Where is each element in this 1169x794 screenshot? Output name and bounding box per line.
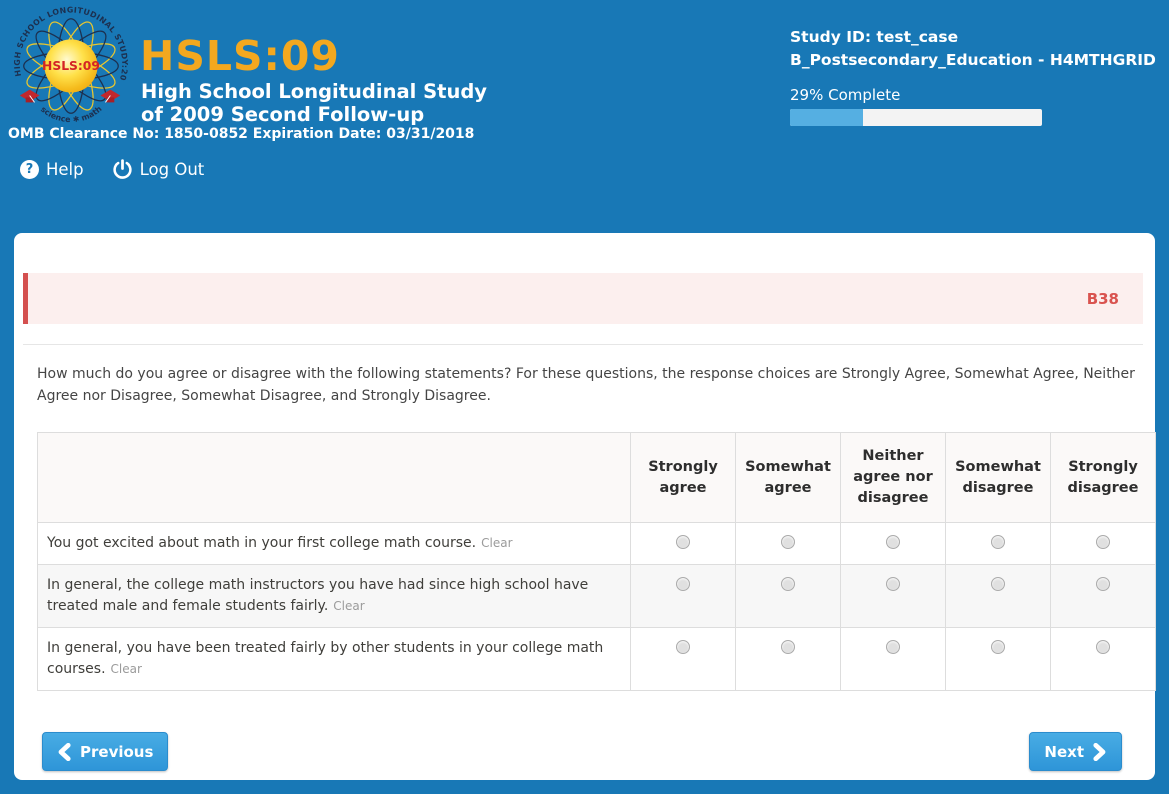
column-header-somewhat-disagree: Somewhat disagree	[945, 432, 1051, 523]
radio-r3-strongly-disagree[interactable]	[1096, 640, 1110, 654]
next-chevron-icon	[1093, 742, 1106, 761]
statement-text: In general, the college math instructors…	[47, 577, 589, 614]
nav-row: Previous Next	[42, 732, 1122, 771]
logout-button[interactable]: Log Out	[112, 159, 205, 180]
column-header-neither: Neither agree nor disagree	[840, 432, 946, 523]
help-label: Help	[46, 160, 84, 179]
help-button[interactable]: ? Help	[20, 160, 84, 179]
progress-label: 29% Complete	[790, 86, 901, 104]
logo-center-label: HSLS:09	[42, 59, 100, 73]
hsls-logo-icon: HIGH SCHOOL LONGITUDINAL STUDY:2009 HSLS…	[6, 4, 129, 124]
column-header-somewhat-agree: Somewhat agree	[735, 432, 841, 523]
statement-text: In general, you have been treated fairly…	[47, 640, 604, 677]
app-subtitle: High School Longitudinal Study of 2009 S…	[141, 80, 487, 126]
radio-r2-somewhat-agree[interactable]	[781, 577, 795, 591]
clear-link[interactable]: Clear	[110, 662, 142, 676]
next-button[interactable]: Next	[1029, 732, 1122, 771]
radio-r2-neither[interactable]	[886, 577, 900, 591]
previous-button[interactable]: Previous	[42, 732, 169, 771]
logo-bottom-text: science ✱ math	[39, 104, 104, 124]
column-header-strongly-disagree: Strongly disagree	[1050, 432, 1156, 523]
table-row: In general, the college math instructors…	[37, 564, 1156, 628]
radio-r2-somewhat-disagree[interactable]	[991, 577, 1005, 591]
statement-cell: You got excited about math in your first…	[37, 522, 631, 565]
table-row: In general, you have been treated fairly…	[37, 627, 1156, 691]
next-label: Next	[1044, 742, 1084, 761]
question-prompt: How much do you agree or disagree with t…	[37, 366, 1135, 404]
previous-label: Previous	[80, 742, 154, 761]
radio-r1-strongly-disagree[interactable]	[1096, 535, 1110, 549]
clear-link[interactable]: Clear	[481, 536, 513, 550]
radio-r2-strongly-disagree[interactable]	[1096, 577, 1110, 591]
question-card: B38 How much do you agree or disagree wi…	[14, 233, 1156, 780]
app-title: HSLS:09	[140, 32, 340, 80]
divider	[23, 344, 1143, 345]
power-icon	[113, 159, 132, 179]
clear-link[interactable]: Clear	[333, 599, 365, 613]
column-header-strongly-agree: Strongly agree	[630, 432, 736, 523]
question-banner: B38	[23, 273, 1143, 324]
header-links: ? Help Log Out	[20, 159, 204, 180]
module-name: B_Postsecondary_Education - H4MTHGRID	[790, 51, 1156, 69]
radio-r3-somewhat-disagree[interactable]	[991, 640, 1005, 654]
progress-bar	[790, 109, 1042, 126]
statement-column-header	[37, 432, 631, 523]
session-info: Study ID: test_case B_Postsecondary_Educ…	[790, 26, 1169, 126]
radio-r3-somewhat-agree[interactable]	[781, 640, 795, 654]
radio-r2-strongly-agree[interactable]	[676, 577, 690, 591]
radio-r1-strongly-agree[interactable]	[676, 535, 690, 549]
statement-text: You got excited about math in your first…	[47, 535, 477, 551]
logo-sun	[44, 39, 98, 93]
radio-r3-strongly-agree[interactable]	[676, 640, 690, 654]
svg-text:science ✱ math: science ✱ math	[39, 104, 104, 124]
radio-r1-somewhat-disagree[interactable]	[991, 535, 1005, 549]
statement-cell: In general, you have been treated fairly…	[37, 627, 631, 691]
app-subtitle-line1: High School Longitudinal Study	[141, 80, 488, 103]
help-icon: ?	[20, 160, 39, 179]
radio-r3-neither[interactable]	[886, 640, 900, 654]
likert-header-row: Strongly agree Somewhat agree Neither ag…	[37, 432, 1156, 523]
progress-fill	[790, 109, 864, 126]
omb-clearance: OMB Clearance No: 1850-0852 Expiration D…	[8, 126, 475, 142]
likert-table: Strongly agree Somewhat agree Neither ag…	[37, 432, 1156, 691]
table-row: You got excited about math in your first…	[37, 522, 1156, 565]
statement-cell: In general, the college math instructors…	[37, 564, 631, 628]
radio-r1-neither[interactable]	[886, 535, 900, 549]
app-header: HIGH SCHOOL LONGITUDINAL STUDY:2009 HSLS…	[0, 0, 1169, 233]
logout-label: Log Out	[139, 160, 205, 179]
question-code: B38	[1086, 289, 1119, 308]
app-subtitle-line2: of 2009 Second Follow-up	[141, 103, 425, 126]
previous-chevron-icon	[58, 742, 71, 761]
study-id: Study ID: test_case	[790, 28, 959, 46]
radio-r1-somewhat-agree[interactable]	[781, 535, 795, 549]
